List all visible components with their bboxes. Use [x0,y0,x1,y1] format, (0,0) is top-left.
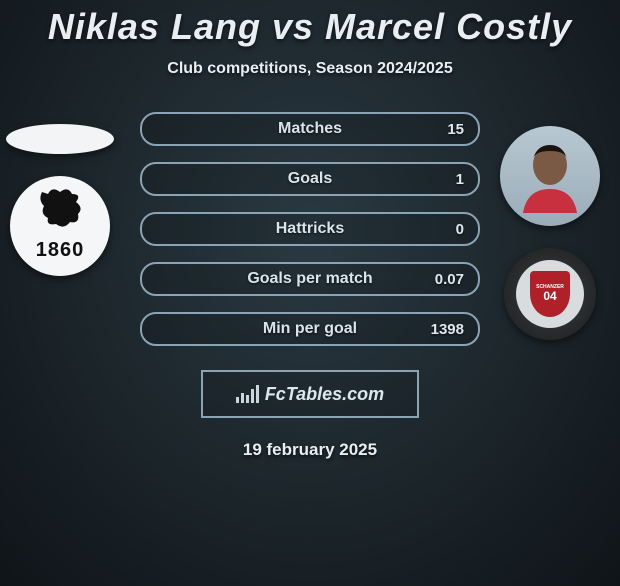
brand-logo-box: FcTables.com [201,370,419,418]
stat-label: Hattricks [276,220,344,238]
stat-value: 1 [456,171,464,188]
page-title: Niklas Lang vs Marcel Costly [0,6,620,48]
page-subtitle: Club competitions, Season 2024/2025 [0,60,620,78]
bars-icon [236,385,259,403]
stat-row-goals: Goals 1 [140,162,480,196]
right-player-column: SCHANZER 04 [500,126,600,340]
club-badge-ingolstadt: SCHANZER 04 [504,248,596,340]
shield-icon: SCHANZER 04 [530,271,570,317]
stat-row-mpg: Min per goal 1398 [140,312,480,346]
date-text: 19 february 2025 [0,440,620,460]
stat-label: Goals [288,170,332,188]
stat-label: Goals per match [247,270,372,288]
stat-label: Min per goal [263,320,357,338]
player-photo-placeholder [6,124,114,154]
stat-row-hattricks: Hattricks 0 [140,212,480,246]
stat-value: 1398 [431,321,464,338]
club-year: 1860 [36,239,85,262]
club-badge-1860: 1860 [10,176,110,276]
stat-value: 0 [456,221,464,238]
lion-icon [34,186,86,237]
stats-rows: Matches 15 Goals 1 Hattricks 0 Goals per… [140,112,480,346]
brand-text: FcTables.com [265,384,384,405]
stat-label: Matches [278,120,342,138]
player-photo [500,126,600,226]
stat-value: 15 [447,121,464,138]
badge-inner: SCHANZER 04 [516,260,584,328]
shield-text-num: 04 [543,290,556,303]
left-player-column: 1860 [6,124,114,276]
stat-row-matches: Matches 15 [140,112,480,146]
stat-row-gpm: Goals per match 0.07 [140,262,480,296]
stat-value: 0.07 [435,271,464,288]
